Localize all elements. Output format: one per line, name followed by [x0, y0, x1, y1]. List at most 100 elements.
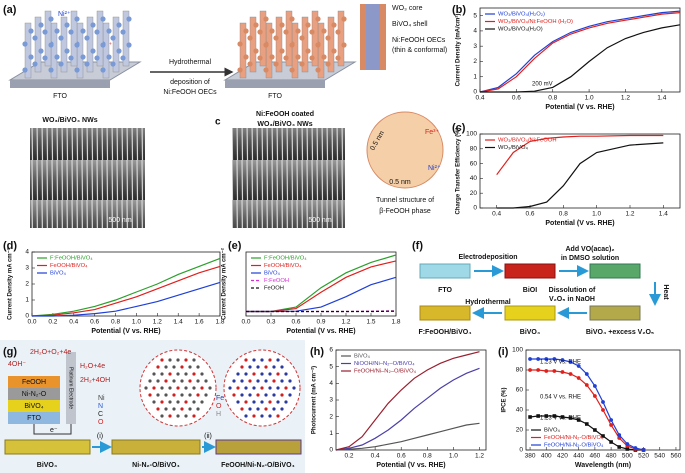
x-tick-label: 1.2 [621, 95, 630, 102]
x-tick-label: 0.8 [559, 211, 568, 218]
nanowire [301, 16, 309, 73]
tunnel-caption: β-FeOOH phase [379, 208, 431, 215]
atom [164, 365, 168, 369]
bead [68, 29, 74, 35]
series-line [335, 351, 480, 451]
atom [248, 393, 252, 397]
bead [22, 41, 28, 47]
y-tick-label: 60 [516, 387, 524, 394]
marker [568, 360, 573, 364]
bead [247, 61, 253, 67]
atom [236, 372, 240, 376]
slab [504, 305, 556, 321]
nanowire [122, 10, 130, 67]
nanowire [70, 10, 78, 67]
nanowire [86, 16, 94, 73]
atom [208, 386, 212, 390]
substrate-side [10, 80, 110, 88]
tunnel-circle [366, 111, 444, 189]
y-tick-label: 0 [473, 89, 477, 96]
atom [192, 400, 196, 404]
inset-label: WO₃ core [392, 5, 423, 12]
x-tick-label: 420 [557, 453, 568, 460]
y-axis-label: Current Density mA cm⁻² [221, 248, 228, 320]
atom [160, 358, 164, 362]
atom [280, 379, 284, 383]
step-label: FTO [438, 287, 452, 294]
atom [172, 407, 176, 411]
legend-label: BiVO₄ [264, 271, 281, 277]
x-tick-label: 440 [573, 453, 584, 460]
bead [309, 29, 315, 35]
x-tick-label: 0.2 [48, 319, 57, 326]
atom [244, 400, 248, 404]
marker [536, 357, 541, 361]
bead [68, 55, 74, 61]
atom [180, 365, 184, 369]
marker [617, 445, 622, 449]
bead [325, 61, 331, 67]
legend-label: FeOOH/Ni-N₂-O/BiVO₄ [544, 435, 604, 441]
atom [168, 414, 172, 418]
atom [188, 393, 192, 397]
y-tick-label: 6 [329, 347, 333, 354]
x-tick-label: 1.8 [215, 319, 224, 326]
atom [264, 393, 268, 397]
layer-label: Ni-N₂-O [22, 391, 47, 398]
plot-frame [479, 133, 681, 209]
atom [180, 407, 184, 411]
reaction: H₂O+4e [80, 363, 105, 370]
bead [110, 61, 116, 67]
stage-label: FeOOH/Ni-N₂-O/BiVO₄ [221, 462, 295, 469]
nanowire [34, 16, 42, 73]
x-tick-label: 0.2 [345, 453, 354, 460]
arrow-text: Hydrothermal [169, 59, 211, 66]
atom [240, 379, 244, 383]
arrow-text: deposition of [170, 79, 210, 86]
marker [584, 422, 589, 426]
x-axis-label: Potential (V vs. RHE) [91, 328, 160, 335]
atom [276, 386, 280, 390]
bead [84, 35, 90, 41]
bead [90, 48, 96, 54]
x-tick-label: 1.2 [625, 211, 634, 218]
atom [252, 386, 256, 390]
atom [288, 393, 292, 397]
atom [260, 386, 264, 390]
bead [289, 67, 295, 73]
x-tick-label: 0.8 [423, 453, 432, 460]
atom [196, 393, 200, 397]
atom [244, 386, 248, 390]
atom [200, 400, 204, 404]
atom [180, 379, 184, 383]
y-tick-label: 3 [329, 397, 333, 404]
legend-label: F:FeOOH/BiVO₄ [264, 256, 307, 262]
x-tick-label: 0.4 [492, 211, 501, 218]
bead [305, 22, 311, 28]
bead [257, 55, 263, 61]
y-tick-label: 5 [473, 12, 477, 19]
bead [110, 35, 116, 41]
atom [264, 365, 268, 369]
legend-label: F:FeOOH [264, 278, 289, 284]
atom [192, 358, 196, 362]
x-tick-label: 1.6 [195, 319, 204, 326]
nanowire [337, 10, 345, 67]
y-tick-label: 4 [329, 380, 333, 387]
x-tick-label: 1.2 [475, 453, 484, 460]
bead [94, 55, 100, 61]
atom-label: N [98, 403, 103, 410]
legend-label: FeOOH [264, 286, 284, 292]
marker [641, 448, 646, 452]
atom-label: O [98, 419, 104, 426]
atom [176, 400, 180, 404]
bead [106, 28, 112, 34]
marker [576, 364, 581, 368]
marker [601, 400, 605, 404]
atom [272, 393, 276, 397]
panel-label: (a) [3, 4, 17, 16]
bead [263, 16, 269, 22]
y-tick-label: 1 [329, 430, 333, 437]
nanowire [112, 16, 120, 73]
atom [172, 393, 176, 397]
